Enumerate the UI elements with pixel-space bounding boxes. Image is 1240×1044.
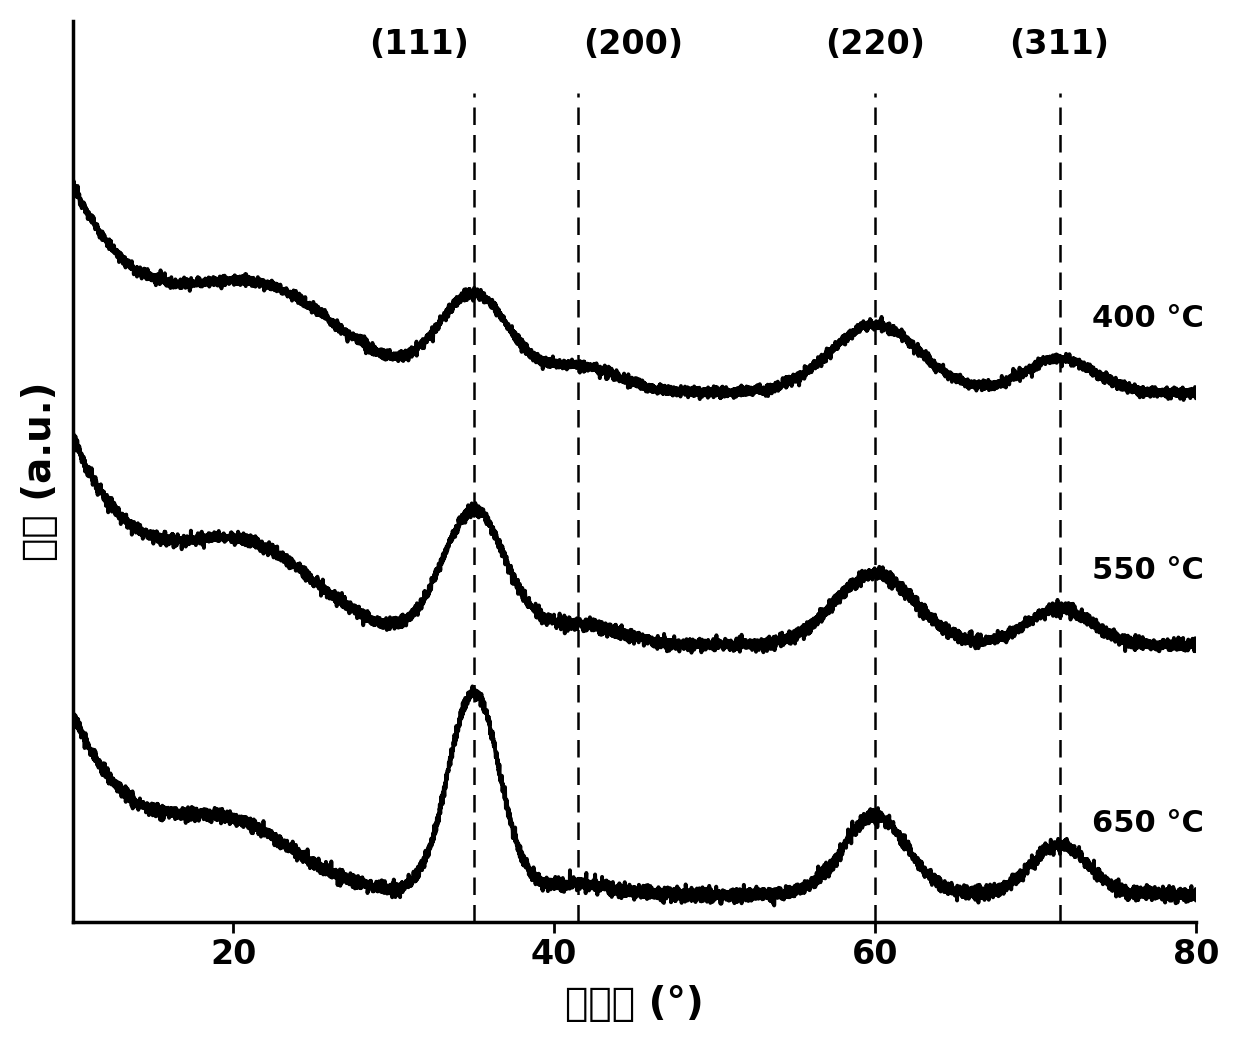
X-axis label: 衍射角 (°): 衍射角 (°) [565,986,703,1023]
Text: (111): (111) [370,28,469,62]
Y-axis label: 强度 (a.u.): 强度 (a.u.) [21,382,58,562]
Text: 650 °C: 650 °C [1091,809,1204,838]
Text: (200): (200) [583,28,683,62]
Text: (311): (311) [1009,28,1110,62]
Text: 400 °C: 400 °C [1091,304,1204,333]
Text: 550 °C: 550 °C [1091,556,1204,586]
Text: (220): (220) [825,28,925,62]
